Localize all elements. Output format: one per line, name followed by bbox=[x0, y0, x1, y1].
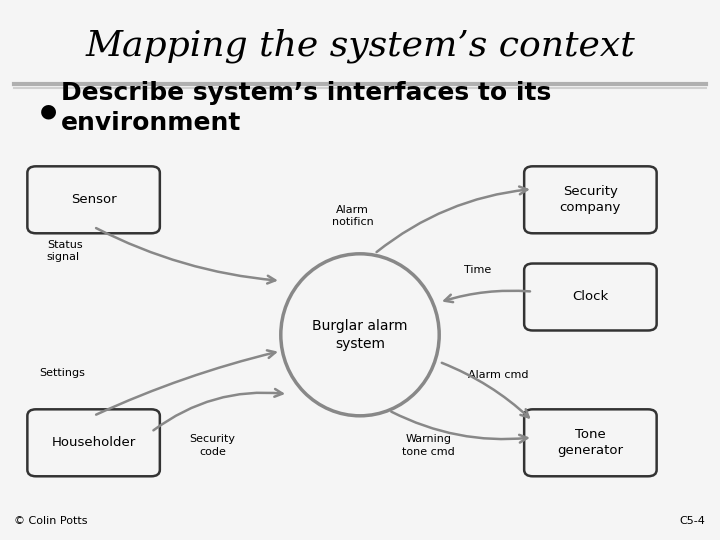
Text: Security
code: Security code bbox=[189, 434, 235, 457]
Text: Time: Time bbox=[464, 265, 492, 275]
Text: Warning
tone cmd: Warning tone cmd bbox=[402, 434, 455, 457]
Text: C5-4: C5-4 bbox=[680, 516, 706, 526]
Text: Burglar alarm
system: Burglar alarm system bbox=[312, 319, 408, 351]
FancyArrowPatch shape bbox=[391, 411, 527, 443]
Text: © Colin Potts: © Colin Potts bbox=[14, 516, 88, 526]
Text: Sensor: Sensor bbox=[71, 193, 117, 206]
Text: Tone
generator: Tone generator bbox=[557, 428, 624, 457]
Text: Alarm
notificn: Alarm notificn bbox=[332, 205, 374, 227]
FancyArrowPatch shape bbox=[96, 350, 275, 415]
FancyArrowPatch shape bbox=[153, 389, 282, 430]
Text: Householder: Householder bbox=[51, 436, 136, 449]
Text: Status
signal: Status signal bbox=[47, 240, 82, 262]
FancyArrowPatch shape bbox=[96, 228, 275, 284]
Text: Mapping the system’s context: Mapping the system’s context bbox=[85, 29, 635, 63]
Text: Alarm cmd: Alarm cmd bbox=[468, 370, 528, 380]
Text: Settings: Settings bbox=[40, 368, 86, 377]
Text: Describe system’s interfaces to its
environment: Describe system’s interfaces to its envi… bbox=[61, 80, 552, 136]
FancyArrowPatch shape bbox=[442, 363, 528, 417]
Text: ●: ● bbox=[40, 101, 57, 120]
FancyArrowPatch shape bbox=[377, 186, 527, 252]
FancyArrowPatch shape bbox=[444, 291, 530, 302]
Text: Clock: Clock bbox=[572, 291, 608, 303]
Text: Security
company: Security company bbox=[559, 185, 621, 214]
